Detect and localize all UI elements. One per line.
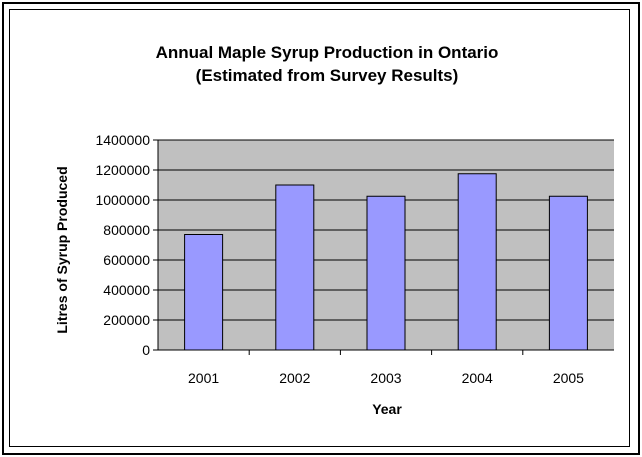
bar-2001	[184, 234, 224, 351]
bar-2005	[548, 195, 588, 351]
axes	[153, 139, 614, 355]
y-tick-label: 600000	[103, 252, 150, 268]
y-tick-label: 200000	[103, 312, 150, 328]
x-tick-label: 2003	[370, 370, 401, 386]
y-tick-label: 400000	[103, 282, 150, 298]
bar-2003	[366, 195, 406, 351]
chart-title-line-1: Annual Maple Syrup Production in Ontario	[156, 43, 499, 62]
bar-2002	[275, 184, 315, 351]
x-tick-label: 2005	[553, 370, 584, 386]
bars	[184, 173, 588, 351]
x-tick-label: 2001	[188, 370, 219, 386]
chart-area-border	[9, 9, 630, 447]
x-tick-label: 2004	[462, 370, 493, 386]
y-tick-label: 800000	[103, 222, 150, 238]
y-tick-label: 0	[142, 342, 150, 358]
chart-title-line-2: (Estimated from Survey Results)	[196, 66, 459, 85]
x-tick-label: 2002	[279, 370, 310, 386]
y-tick-label: 1400000	[95, 132, 150, 148]
y-tick-label: 1200000	[95, 162, 150, 178]
x-tick-labels: 2001 2002 2003 2004 2005	[188, 370, 584, 386]
y-tick-labels: 0 200000 400000 600000 800000 1000000 1200000 1…	[95, 132, 150, 358]
y-tick-label: 1000000	[95, 192, 150, 208]
bar-2004	[457, 173, 497, 351]
x-axis-title: Year	[372, 401, 402, 417]
y-axis-title: Litres of Syrup Produced	[54, 166, 70, 333]
